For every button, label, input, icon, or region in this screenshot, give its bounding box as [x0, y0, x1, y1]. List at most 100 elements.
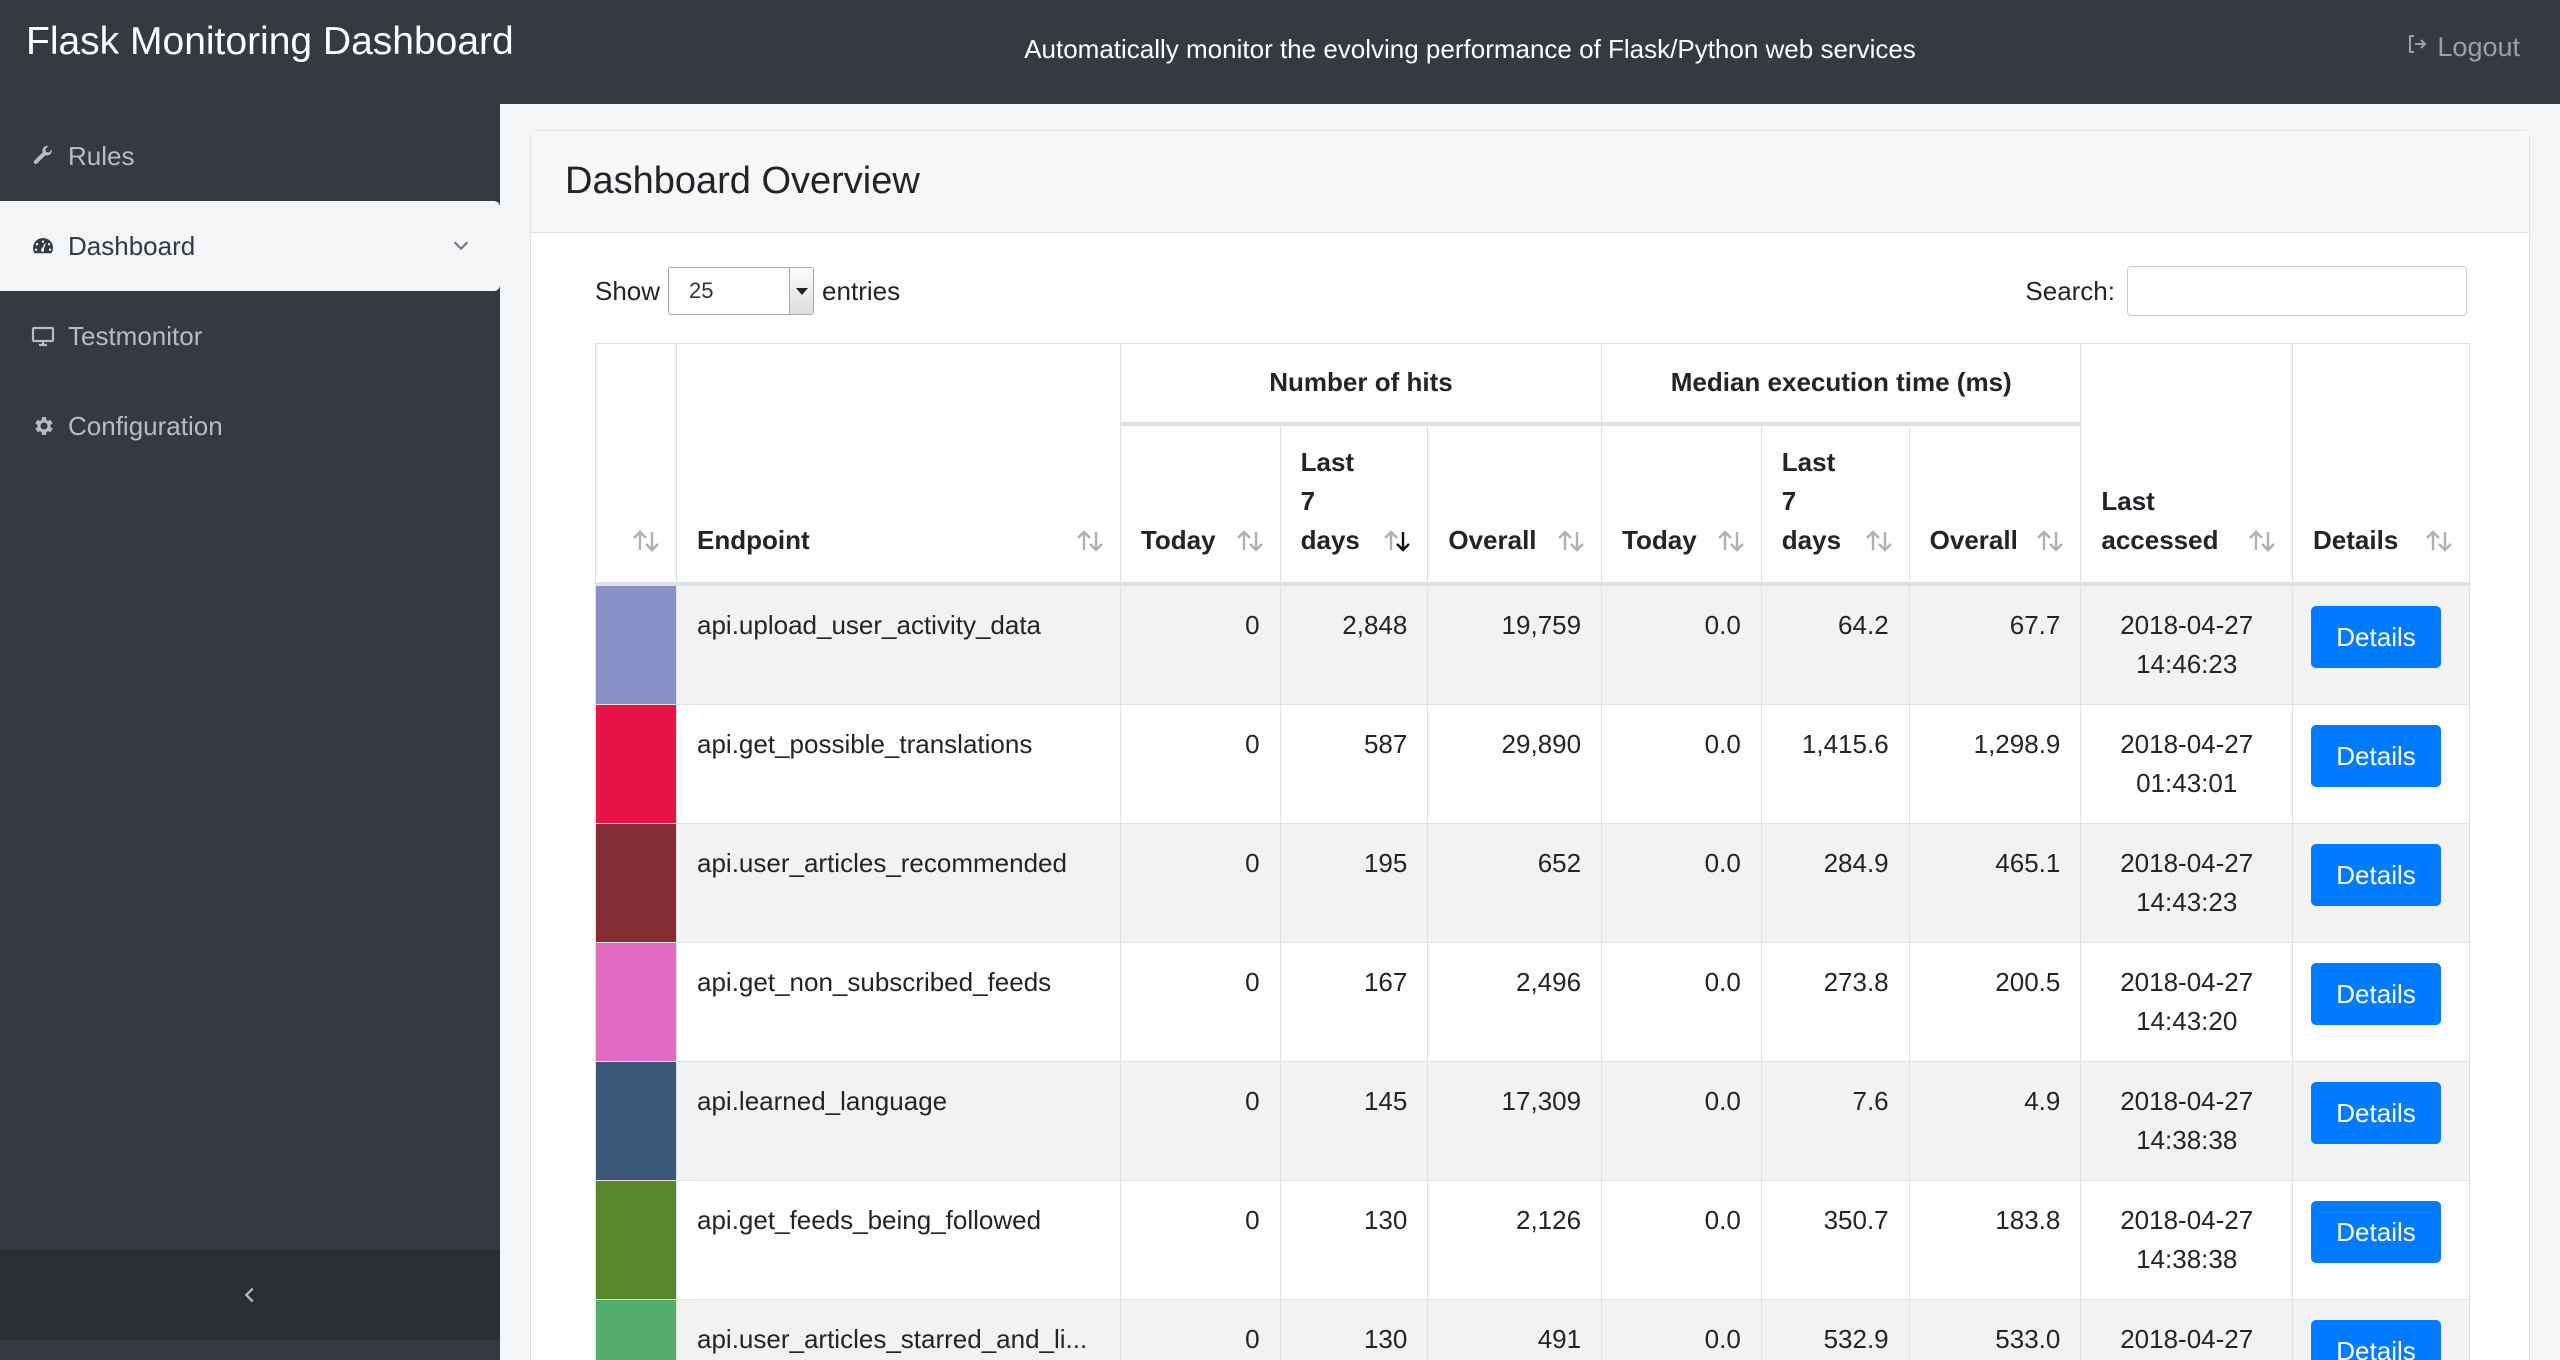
median-today-cell: 0.0	[1601, 1298, 1762, 1360]
column-group-median: Median execution time (ms)	[1601, 343, 2082, 426]
median-last-7-days-cell: 273.8	[1760, 941, 1910, 1062]
sort-icon	[1236, 529, 1263, 552]
sidebar-item-label: Configuration	[68, 410, 223, 441]
details-button[interactable]: Details	[2311, 843, 2442, 906]
color-swatch-cell	[595, 703, 677, 824]
median-today-cell: 0.0	[1601, 941, 1762, 1062]
column-header-median-today[interactable]: Today	[1601, 423, 1762, 586]
last-accessed-date: 2018-04-27	[2120, 1204, 2254, 1235]
median-overall-cell: 200.5	[1908, 941, 2082, 1062]
last-accessed-time: 14:46:23	[2136, 648, 2238, 679]
last-accessed-date: 2018-04-27	[2120, 728, 2254, 759]
column-header-last-accessed[interactable]: Last accessed	[2080, 343, 2294, 586]
monitor-icon	[30, 323, 56, 349]
color-swatch-cell	[595, 822, 677, 943]
table-row: api.learned_language 0 145 17,309 0.0 7.6 4.9 2…	[595, 1060, 2470, 1181]
last-accessed-time: 14:38:38	[2136, 1243, 2238, 1274]
table-body: api.upload_user_activity_data 0 2,848 19,75…	[595, 583, 2470, 1360]
dropdown-arrow-icon	[789, 268, 814, 314]
endpoints-table: Endpoint Number of hits Median execution…	[595, 343, 2470, 1360]
column-header-median-overall[interactable]: Overall	[1908, 423, 2082, 586]
column-header-details[interactable]: Details	[2292, 343, 2470, 586]
column-header-endpoint[interactable]: Endpoint	[676, 343, 1121, 586]
color-swatch	[596, 1061, 676, 1180]
color-swatch-cell	[595, 1060, 677, 1181]
tagline: Automatically monitor the evolving perfo…	[1024, 34, 1916, 64]
hits-last-7-days-cell: 130	[1279, 1179, 1429, 1300]
hits-today-cell: 0	[1119, 703, 1281, 824]
column-header-hits-last-7-days[interactable]: Last 7 days	[1279, 423, 1429, 586]
column-header-label: 7	[1300, 485, 1316, 516]
last-accessed-date: 2018-04-27	[2120, 1323, 2254, 1354]
details-cell: Details	[2292, 1179, 2470, 1300]
endpoint-cell: api.get_non_subscribed_feeds	[676, 941, 1121, 1062]
column-group-hits: Number of hits	[1119, 343, 1603, 426]
color-swatch-cell	[595, 1179, 677, 1300]
median-last-7-days-cell: 350.7	[1760, 1179, 1910, 1300]
last-accessed-cell: 2018-04-27 14:46:23	[2080, 583, 2294, 705]
median-overall-cell: 1,298.9	[1908, 703, 2082, 824]
column-header-label: Last	[1300, 446, 1355, 477]
last-accessed-cell: 2018-04-27	[2080, 1298, 2294, 1360]
dashboard-icon	[30, 233, 56, 259]
top-navbar: Flask Monitoring Dashboard Automatically…	[0, 0, 2560, 104]
hits-last-7-days-cell: 587	[1279, 703, 1429, 824]
details-cell: Details	[2292, 1298, 2470, 1360]
details-button[interactable]: Details	[2311, 724, 2442, 787]
column-header-label: Overall	[1929, 524, 2018, 555]
column-header-hits-overall[interactable]: Overall	[1427, 423, 1603, 586]
search-control: Search:	[2025, 265, 2467, 317]
median-overall-cell: 533.0	[1908, 1298, 2082, 1360]
hits-overall-cell: 29,890	[1427, 703, 1603, 824]
hits-today-cell: 0	[1119, 1060, 1281, 1181]
sidebar-item-label: Rules	[68, 140, 135, 171]
details-button[interactable]: Details	[2311, 1319, 2442, 1360]
hits-overall-cell: 2,496	[1427, 941, 1603, 1062]
last-accessed-cell: 2018-04-27 14:43:23	[2080, 822, 2294, 943]
logout-link[interactable]: Logout	[2405, 32, 2520, 63]
color-swatch	[596, 1180, 676, 1299]
column-header-label: Last	[2101, 485, 2155, 516]
details-button[interactable]: Details	[2311, 605, 2442, 668]
sidebar-collapse-button[interactable]	[0, 1250, 500, 1340]
search-label: Search:	[2025, 275, 2115, 306]
details-button[interactable]: Details	[2311, 962, 2442, 1025]
median-today-cell: 0.0	[1601, 822, 1762, 943]
endpoint-cell: api.upload_user_activity_data	[676, 583, 1121, 705]
last-accessed-date: 2018-04-27	[2120, 847, 2254, 878]
sort-icon	[1558, 529, 1584, 552]
details-button[interactable]: Details	[2311, 1200, 2442, 1263]
sidebar-item-rules[interactable]: Rules	[0, 111, 500, 201]
logout-label: Logout	[2437, 32, 2520, 62]
column-header-hits-today[interactable]: Today	[1119, 423, 1281, 586]
details-cell: Details	[2292, 822, 2470, 943]
sort-icon	[1717, 529, 1744, 552]
column-header-label: Today	[1140, 524, 1216, 555]
column-header-color[interactable]	[595, 343, 677, 586]
search-input[interactable]	[2127, 266, 2467, 316]
sort-descending-icon	[1384, 529, 1411, 552]
show-label: Show	[595, 275, 661, 306]
entries-select[interactable]: 25	[668, 267, 815, 315]
last-accessed-time: 01:43:01	[2136, 767, 2238, 798]
table-row: api.get_possible_translations 0 587 29,890 0…	[595, 703, 2470, 824]
hits-today-cell: 0	[1119, 583, 1281, 705]
details-cell: Details	[2292, 1060, 2470, 1181]
details-button[interactable]: Details	[2311, 1081, 2442, 1144]
column-header-label: Details	[2313, 524, 2399, 555]
chevron-down-icon[interactable]	[450, 234, 472, 256]
endpoint-cell: api.learned_language	[676, 1060, 1121, 1181]
details-cell: Details	[2292, 583, 2470, 705]
card-header: Dashboard Overview	[531, 131, 2529, 233]
sidebar-item-testmonitor[interactable]: Testmonitor	[0, 291, 500, 381]
sidebar-item-dashboard[interactable]: Dashboard	[0, 201, 500, 291]
chevron-left-icon	[244, 1287, 254, 1303]
last-accessed-time: 14:43:23	[2136, 886, 2238, 917]
column-header-median-last-7-days[interactable]: Last 7 days	[1760, 423, 1910, 586]
brand-title[interactable]: Flask Monitoring Dashboard	[26, 20, 514, 63]
sidebar-item-configuration[interactable]: Configuration	[0, 381, 500, 471]
sign-out-icon	[2405, 32, 2429, 63]
hits-overall-cell: 2,126	[1427, 1179, 1603, 1300]
sidebar: Rules Dashboard Testmonitor Configuratio…	[0, 104, 500, 1360]
hits-today-cell: 0	[1119, 1298, 1281, 1360]
